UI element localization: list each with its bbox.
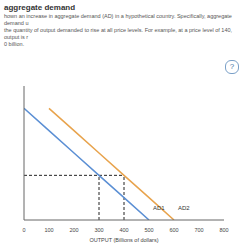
svg-text:700: 700 xyxy=(194,227,203,233)
svg-text:400: 400 xyxy=(119,227,128,233)
svg-text:800: 800 xyxy=(219,227,228,233)
svg-text:500: 500 xyxy=(144,227,153,233)
svg-text:AD2: AD2 xyxy=(178,205,190,211)
svg-text:0: 0 xyxy=(22,227,25,233)
html-text:0 billion.: 0 billion. xyxy=(4,41,25,47)
html-text:the quantity of output demande: the quantity of output demanded to rise … xyxy=(4,27,233,40)
svg-text:600: 600 xyxy=(169,227,178,233)
html-text:hown an increase in aggregate: hown an increase in aggregate demand (AD… xyxy=(4,13,232,26)
html-text:aggregate demand: aggregate demand xyxy=(4,3,76,12)
svg-text:200: 200 xyxy=(69,227,78,233)
svg-text:OUTPUT (Billions of dollars): OUTPUT (Billions of dollars) xyxy=(90,237,159,243)
svg-text:300: 300 xyxy=(94,227,103,233)
svg-text:100: 100 xyxy=(44,227,53,233)
svg-text:AD1: AD1 xyxy=(153,205,165,211)
